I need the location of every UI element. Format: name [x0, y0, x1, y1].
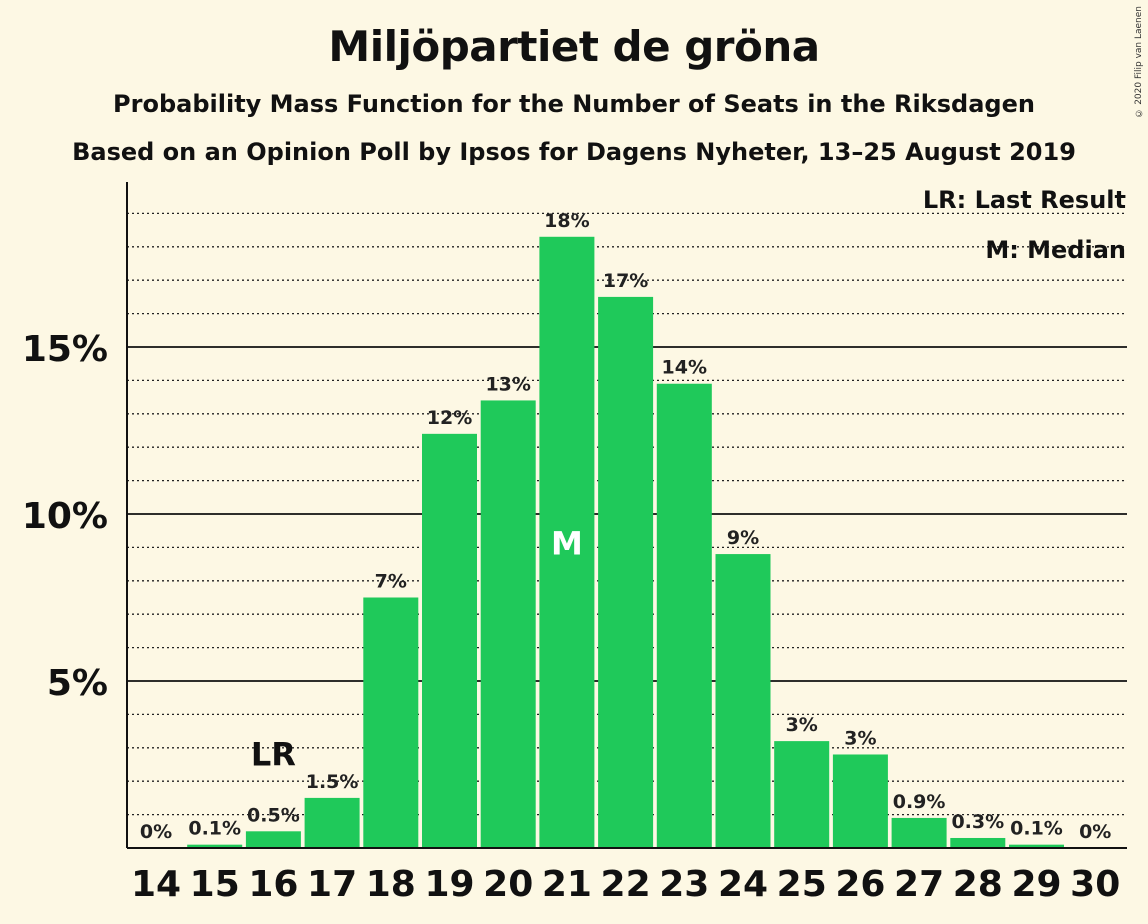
- data-label: 3%: [786, 714, 818, 736]
- x-tick-label: 24: [718, 864, 768, 905]
- data-label: 0.5%: [247, 804, 300, 826]
- x-tick-label: 14: [131, 864, 181, 905]
- bar: [422, 433, 477, 848]
- x-tick-label: 22: [601, 864, 651, 905]
- data-label: 18%: [544, 210, 589, 232]
- bar: [539, 236, 595, 848]
- x-tick-label: 23: [659, 864, 709, 905]
- bar: [304, 797, 360, 848]
- legend-last-result: LR: Last Result: [922, 186, 1126, 214]
- bar: [950, 837, 1006, 848]
- x-tick-label: 28: [953, 864, 1003, 905]
- x-tick-label: 27: [894, 864, 944, 905]
- data-label: 0%: [1079, 821, 1111, 843]
- data-label: 13%: [485, 373, 530, 395]
- x-tick-label: 20: [483, 864, 533, 905]
- bar: [656, 383, 712, 848]
- data-label: 7%: [375, 571, 407, 593]
- data-label: 14%: [662, 357, 707, 379]
- data-label: 0%: [140, 821, 172, 843]
- last-result-marker: LR: [251, 735, 296, 773]
- x-tick-label: 19: [424, 864, 474, 905]
- bar: [715, 554, 771, 848]
- x-tick-label: 21: [542, 864, 592, 905]
- data-label: 1.5%: [306, 771, 359, 793]
- bar: [187, 844, 243, 848]
- data-label: 3%: [844, 727, 876, 749]
- data-label: 9%: [727, 527, 759, 549]
- y-tick-label: 10%: [22, 496, 108, 537]
- bar: [598, 296, 654, 848]
- x-tick-label: 30: [1070, 864, 1120, 905]
- bar: [1009, 844, 1064, 848]
- chart-subtitle: Probability Mass Function for the Number…: [113, 90, 1035, 118]
- y-tick-label: 5%: [47, 663, 108, 704]
- x-tick-label: 16: [248, 864, 298, 905]
- data-label: 17%: [603, 270, 648, 292]
- y-tick-label: 15%: [22, 329, 108, 370]
- bar: [832, 754, 888, 848]
- bar: [245, 831, 301, 848]
- median-marker: M: [551, 524, 583, 562]
- x-tick-label: 18: [366, 864, 416, 905]
- data-label: 0.9%: [893, 791, 946, 813]
- data-label: 0.3%: [951, 811, 1004, 833]
- x-tick-label: 17: [307, 864, 357, 905]
- data-label: 0.1%: [188, 818, 241, 840]
- x-tick-label: 26: [835, 864, 885, 905]
- x-tick-label: 29: [1011, 864, 1061, 905]
- legend-median: M: Median: [985, 236, 1126, 264]
- bar: [363, 597, 419, 848]
- bar: [774, 741, 830, 848]
- data-label: 12%: [427, 407, 472, 429]
- data-label: 0.1%: [1010, 818, 1063, 840]
- bar: [891, 817, 947, 848]
- x-tick-label: 25: [777, 864, 827, 905]
- chart-source: Based on an Opinion Poll by Ipsos for Da…: [72, 138, 1076, 166]
- x-tick-label: 15: [190, 864, 240, 905]
- bar: [480, 400, 536, 848]
- chart-title: Miljöpartiet de gröna: [328, 22, 820, 71]
